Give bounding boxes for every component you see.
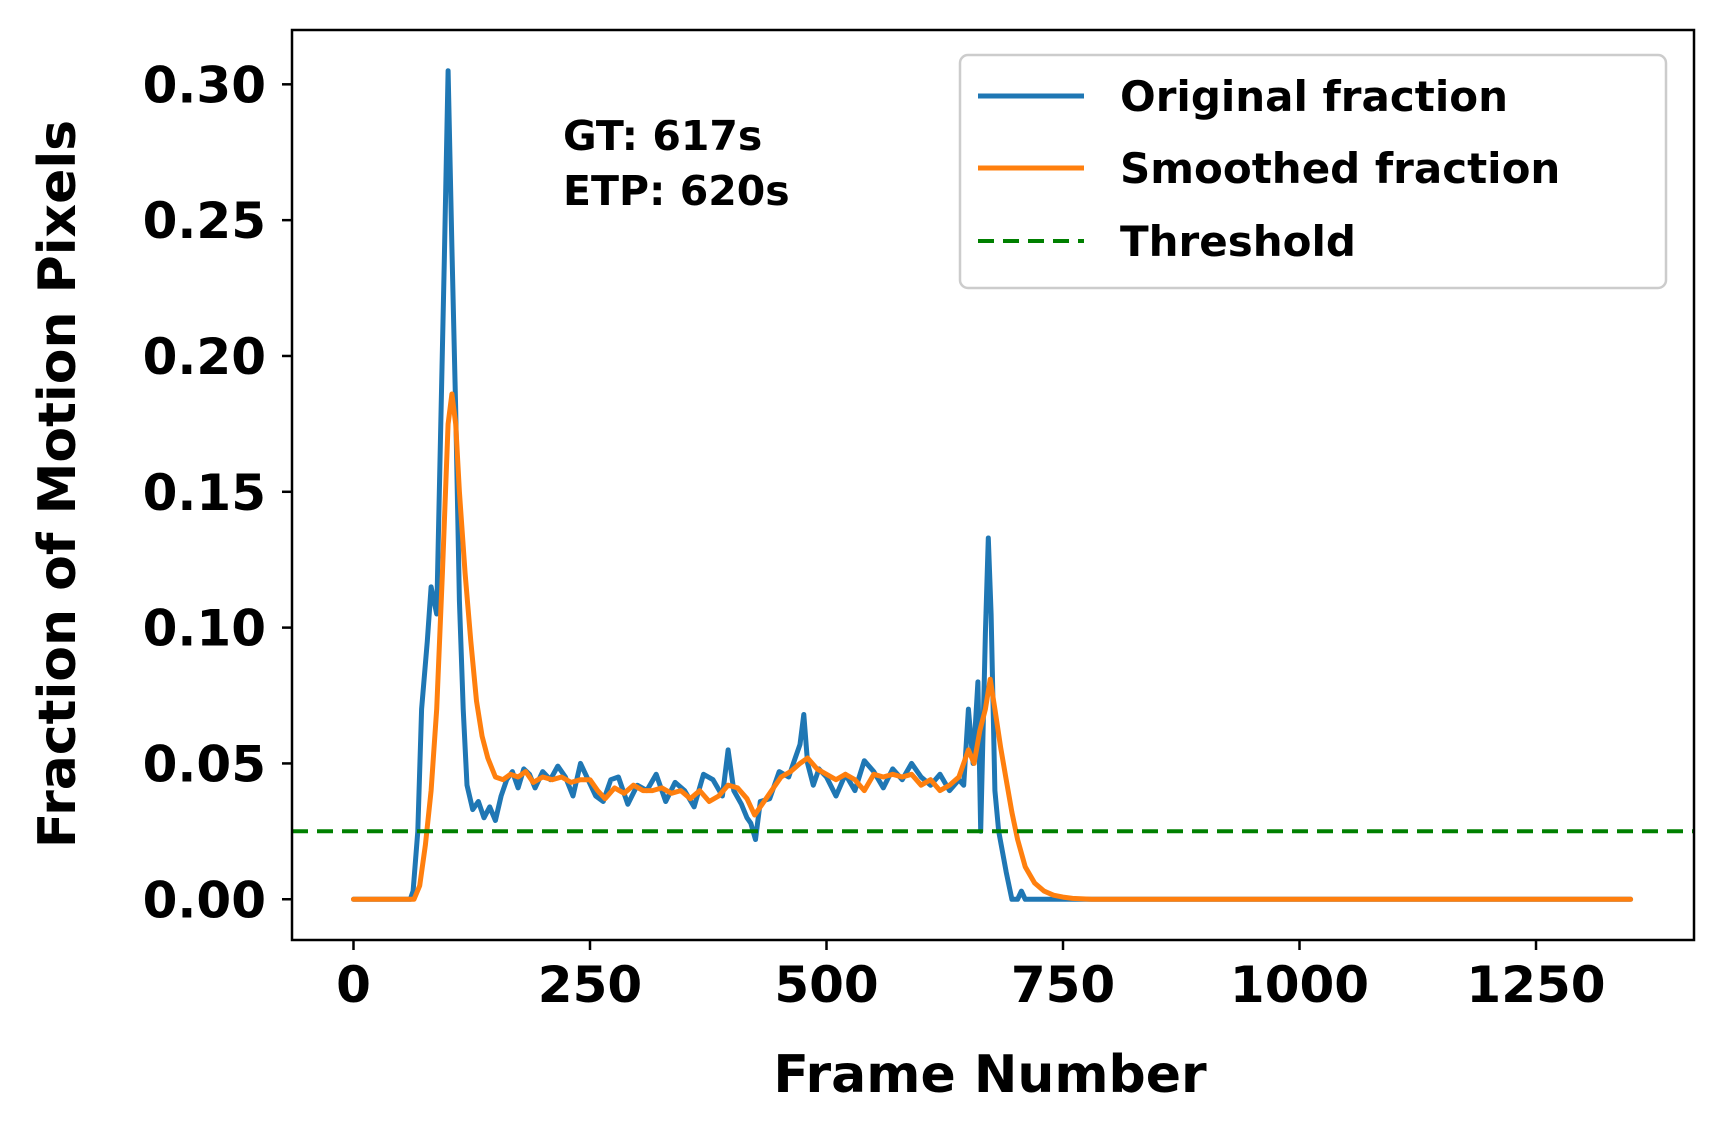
y-tick-label: 0.10	[143, 600, 266, 658]
legend-label-threshold: Threshold	[1120, 217, 1356, 266]
legend-label-original: Original fraction	[1120, 72, 1508, 121]
annotation-etp: ETP: 620s	[563, 167, 790, 215]
legend-box	[958, 53, 1668, 290]
y-tick-label: 0.30	[143, 56, 266, 114]
y-axis-label: Fraction of Motion Pixels	[28, 120, 88, 848]
x-tick-label: 1250	[1466, 956, 1605, 1014]
y-tick-label: 0.20	[143, 328, 266, 386]
y-tick-label: 0.00	[143, 871, 266, 929]
series-layer	[292, 68, 1694, 902]
x-tick-label: 500	[774, 956, 878, 1014]
x-axis-label: Frame Number	[773, 1045, 1207, 1105]
x-tick-label: 250	[538, 956, 642, 1014]
y-tick-label: 0.15	[143, 464, 266, 522]
annotation-gt: GT: 617s	[563, 112, 762, 160]
y-tick-label: 0.05	[143, 735, 266, 793]
axes-frame	[290, 28, 1696, 942]
series-original-fraction-line	[351, 68, 1634, 902]
x-tick-label: 1000	[1230, 956, 1369, 1014]
legend: Original fraction Smoothed fraction Thre…	[958, 53, 1668, 290]
legend-label-smoothed: Smoothed fraction	[1120, 144, 1560, 193]
x-tick-label: 0	[336, 956, 371, 1014]
series-smoothed-fraction-line	[351, 391, 1634, 902]
ticks: 0 250 500 750 1000 1250 0.00 0.05 0.10 0.15 0.20 0.…	[143, 56, 1606, 1014]
y-tick-label: 0.25	[143, 192, 266, 250]
x-tick-label: 750	[1011, 956, 1115, 1014]
